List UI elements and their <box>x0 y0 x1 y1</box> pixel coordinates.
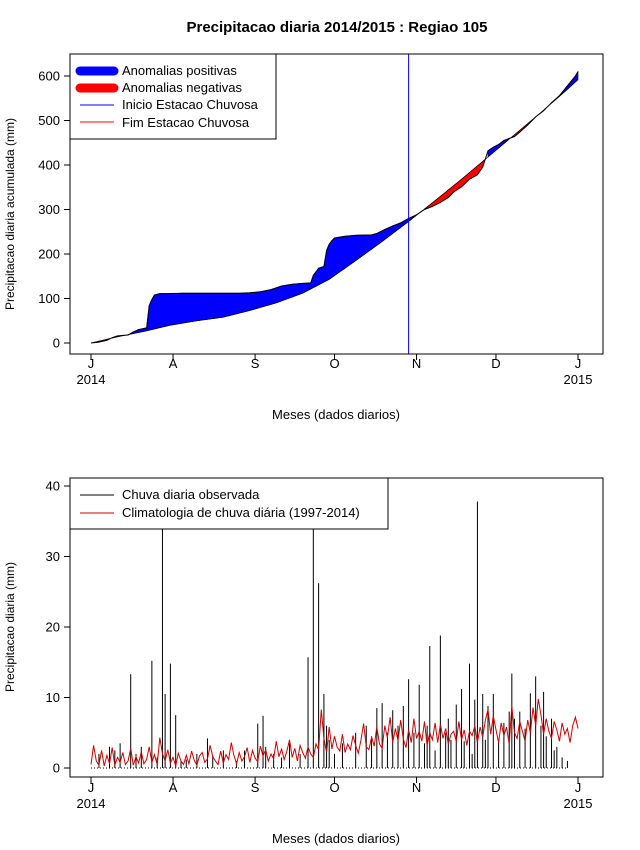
y-tick-label-top-500: 500 <box>38 113 60 128</box>
x-tick-label-bottom-6: J <box>575 780 582 795</box>
x-tick-label-bottom-0: J <box>88 780 95 795</box>
x-tick-label-bottom-2: S <box>251 780 260 795</box>
x-tick-label-top-6: J <box>575 356 582 371</box>
climatology-cumulative-line <box>90 79 579 344</box>
y-tick-label-bottom-10: 10 <box>46 690 60 705</box>
x-tick-label-top-0: J <box>88 356 95 371</box>
x-tick-label-bottom-3: O <box>329 780 339 795</box>
y-tick-label-top-600: 600 <box>38 69 60 84</box>
y-tick-label-top-400: 400 <box>38 158 60 173</box>
year-label-bottom-1: 2015 <box>564 796 593 811</box>
plot-frame-top <box>69 53 604 355</box>
x-tick-label-top-5: D <box>491 356 500 371</box>
y-tick-label-bottom-30: 30 <box>46 549 60 564</box>
cumulative-chart: Precipitacao diaria 2014/2015 : Regiao 1… <box>3 19 604 422</box>
x-tick-label-bottom-1: A <box>169 780 178 795</box>
year-label-top-1: 2015 <box>564 372 593 387</box>
y-axis-top: 0 100 200 300 400 500 600 <box>38 69 70 351</box>
y-tick-label-bottom-20: 20 <box>46 620 60 635</box>
daily-bars <box>91 493 568 769</box>
legend-label-positive: Anomalias positivas <box>122 63 237 78</box>
x-tick-label-top-1: A <box>169 356 178 371</box>
climatology-line <box>90 698 579 768</box>
x-tick-label-top-4: N <box>412 356 421 371</box>
chart-title: Precipitacao diaria 2014/2015 : Regiao 1… <box>186 19 487 36</box>
climatology-daily-line <box>90 698 579 768</box>
legend-label-negative: Anomalias negativas <box>122 80 242 95</box>
legend-label-season-start: Inicio Estacao Chuvosa <box>122 97 259 112</box>
year-label-top-0: 2014 <box>77 372 106 387</box>
legend-top: Anomalias positivas Anomalias negativas … <box>69 53 277 140</box>
observed-cumulative-line <box>90 71 579 344</box>
legend-label-observed: Chuva diaria observada <box>122 487 260 502</box>
x-tick-label-bottom-4: N <box>412 780 421 795</box>
year-label-bottom-0: 2014 <box>77 796 106 811</box>
y-tick-label-top-0: 0 <box>53 336 60 351</box>
legend-label-season-end: Fim Estacao Chuvosa <box>122 115 250 130</box>
y-axis-title-bottom: Precipitacao diaria (mm) <box>3 562 17 692</box>
y-axis-title-top: Precipitacao diaria acumulada (mm) <box>3 118 17 310</box>
positive-anomaly-area-8 <box>551 70 579 104</box>
positive-anomaly-area-3 <box>130 212 420 335</box>
x-tick-label-top-2: S <box>251 356 260 371</box>
x-tick-label-top-3: O <box>329 356 339 371</box>
y-tick-label-top-300: 300 <box>38 202 60 217</box>
y-tick-label-bottom-40: 40 <box>46 479 60 494</box>
x-axis-title-top: Meses (dados diarios) <box>272 407 400 422</box>
legend-frame-bottom <box>69 477 389 530</box>
legend-bottom: Chuva diaria observada Climatologia de c… <box>69 477 389 530</box>
cumulative-lines <box>90 71 579 344</box>
x-tick-label-bottom-5: D <box>491 780 500 795</box>
y-tick-label-top-200: 200 <box>38 247 60 262</box>
legend-label-climatology: Climatologia de chuva diária (1997-2014) <box>122 505 360 520</box>
y-tick-label-top-100: 100 <box>38 291 60 306</box>
y-tick-label-bottom-0: 0 <box>53 761 60 776</box>
x-axis-title-bottom: Meses (dados diarios) <box>272 831 400 846</box>
y-axis-bottom: 0 10 20 30 40 <box>46 479 70 776</box>
